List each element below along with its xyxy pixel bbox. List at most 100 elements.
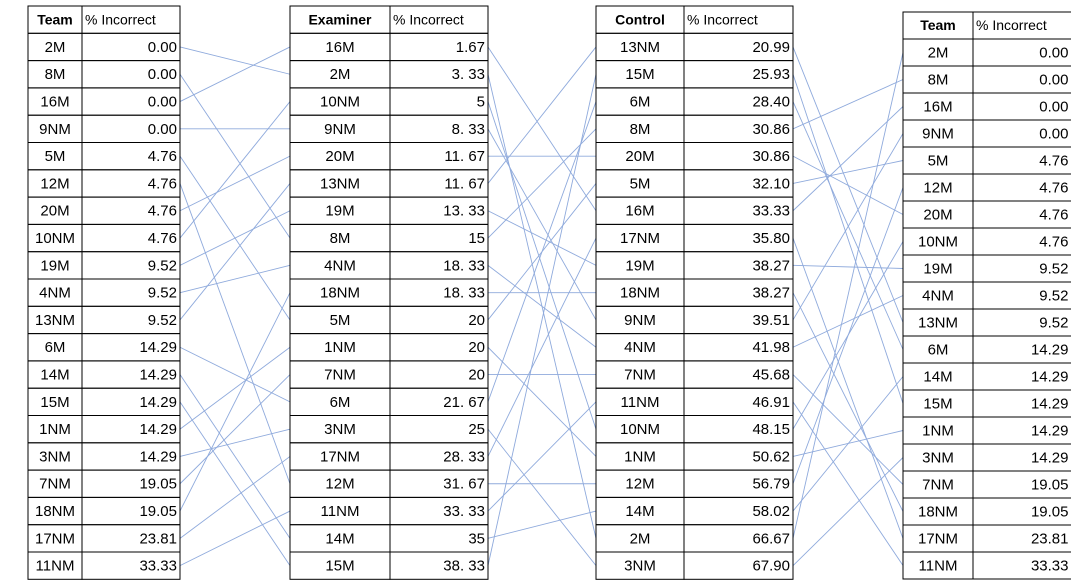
value-cell: 9.52 bbox=[148, 285, 177, 302]
header-cell: % Incorrect bbox=[687, 11, 758, 27]
team-cell: 5M bbox=[928, 152, 949, 169]
connector-line bbox=[792, 401, 904, 566]
value-cell: 3. 33 bbox=[452, 66, 485, 83]
team-cell: 14M bbox=[325, 530, 354, 547]
value-cell: 19.05 bbox=[1031, 503, 1069, 520]
connector-line bbox=[179, 46, 291, 102]
team-cell: 3NM bbox=[624, 558, 656, 575]
header-cell: Examiner bbox=[308, 11, 372, 27]
value-cell: 38.27 bbox=[752, 257, 790, 274]
value-cell: 14.29 bbox=[139, 394, 177, 411]
team-cell: 8M bbox=[928, 71, 949, 88]
connector-line bbox=[792, 295, 904, 348]
value-cell: 35 bbox=[468, 530, 485, 547]
value-cell: 23.81 bbox=[139, 530, 177, 547]
team-cell: 15M bbox=[325, 558, 354, 575]
value-cell: 32.10 bbox=[752, 175, 790, 192]
team-cell: 2M bbox=[45, 39, 66, 56]
value-cell: 30.86 bbox=[752, 148, 790, 165]
connector-line bbox=[179, 46, 291, 75]
team-cell: 11NM bbox=[36, 558, 75, 575]
connector-line bbox=[487, 46, 597, 184]
team-cell: 6M bbox=[330, 394, 351, 411]
value-cell: 0.00 bbox=[1039, 44, 1068, 61]
connector-line bbox=[792, 155, 904, 215]
value-cell: 0.00 bbox=[148, 39, 177, 56]
team-cell: 16M bbox=[923, 98, 952, 115]
header-cell: % Incorrect bbox=[976, 17, 1047, 33]
connector-line bbox=[792, 74, 904, 404]
connector-line bbox=[487, 401, 597, 512]
team-cell: 15M bbox=[923, 395, 952, 412]
team-cell: 19M bbox=[625, 257, 654, 274]
team-cell: 9NM bbox=[922, 125, 954, 142]
team-cell: 1NM bbox=[624, 448, 656, 465]
value-cell: 1.67 bbox=[456, 39, 485, 56]
team-cell: 9NM bbox=[39, 121, 71, 138]
connector-line bbox=[792, 237, 904, 539]
team-cell: 12M bbox=[40, 175, 69, 192]
connector-line bbox=[179, 101, 291, 239]
value-cell: 67.90 bbox=[752, 558, 790, 575]
value-cell: 14.29 bbox=[139, 339, 177, 356]
team-cell: 20M bbox=[325, 148, 354, 165]
value-cell: 5 bbox=[477, 94, 485, 111]
value-cell: 4.76 bbox=[148, 148, 177, 165]
value-cell: 20 bbox=[468, 339, 485, 356]
value-cell: 0.00 bbox=[1039, 98, 1068, 115]
value-cell: 9.52 bbox=[148, 257, 177, 274]
team-cell: 14M bbox=[625, 503, 654, 520]
connector-line bbox=[792, 160, 904, 184]
value-cell: 50.62 bbox=[752, 448, 790, 465]
team-cell: 7NM bbox=[624, 367, 656, 384]
connector-line bbox=[179, 346, 291, 403]
value-cell: 20 bbox=[468, 367, 485, 384]
value-cell: 21. 67 bbox=[443, 394, 485, 411]
team-cell: 1NM bbox=[922, 422, 954, 439]
value-cell: 28. 33 bbox=[443, 448, 485, 465]
value-cell: 19.05 bbox=[139, 476, 177, 493]
table: Team % Incorrect 2M 0.00 8M 0.00 16M 0.00 9NM 0.0… bbox=[27, 5, 181, 580]
connector-line bbox=[792, 46, 904, 323]
team-cell: 17NM bbox=[320, 448, 360, 465]
value-cell: 46.91 bbox=[752, 394, 790, 411]
header-cell: % Incorrect bbox=[393, 11, 464, 27]
team-cell: 11NM bbox=[919, 557, 958, 574]
connector-line bbox=[792, 106, 904, 212]
team-cell: 16M bbox=[625, 203, 654, 220]
team-cell: 4NM bbox=[922, 287, 954, 304]
value-cell: 11. 67 bbox=[444, 175, 485, 192]
value-cell: 45.68 bbox=[752, 367, 790, 384]
team-cell: 2M bbox=[630, 530, 651, 547]
team-cell: 17NM bbox=[620, 230, 660, 247]
team-cell: 5M bbox=[630, 175, 651, 192]
value-cell: 66.67 bbox=[752, 530, 790, 547]
value-cell: 41.98 bbox=[752, 339, 790, 356]
value-cell: 39.51 bbox=[752, 312, 790, 329]
value-cell: 14.29 bbox=[139, 448, 177, 465]
team-cell: 4NM bbox=[39, 285, 71, 302]
table: Control % Incorrect 13NM 20.99 15M 25.93 6M 28.… bbox=[595, 5, 794, 580]
team-cell: 12M bbox=[325, 476, 354, 493]
value-cell: 20.99 bbox=[752, 39, 790, 56]
value-cell: 33.33 bbox=[1031, 557, 1069, 574]
value-cell: 0.00 bbox=[148, 121, 177, 138]
table: Examiner % Incorrect 16M 1.67 2M 3. 33 10NM 5 9N… bbox=[289, 5, 489, 580]
team-cell: 7NM bbox=[922, 476, 954, 493]
team-cell: 16M bbox=[40, 94, 69, 111]
team-cell: 10NM bbox=[620, 421, 660, 438]
value-cell: 38. 33 bbox=[443, 558, 485, 575]
connector-line bbox=[792, 457, 904, 566]
team-cell: 10NM bbox=[35, 230, 75, 247]
team-cell: 17NM bbox=[35, 530, 75, 547]
value-cell: 14.29 bbox=[139, 367, 177, 384]
team-cell: 3NM bbox=[39, 448, 71, 465]
team-cell: 14M bbox=[40, 367, 69, 384]
value-cell: 0.00 bbox=[1039, 71, 1068, 88]
connector-line bbox=[179, 210, 291, 266]
connector-line bbox=[179, 183, 291, 321]
value-cell: 14.29 bbox=[1031, 341, 1069, 358]
value-cell: 8. 33 bbox=[452, 121, 485, 138]
team-cell: 6M bbox=[928, 341, 949, 358]
team-cell: 18NM bbox=[35, 503, 75, 520]
